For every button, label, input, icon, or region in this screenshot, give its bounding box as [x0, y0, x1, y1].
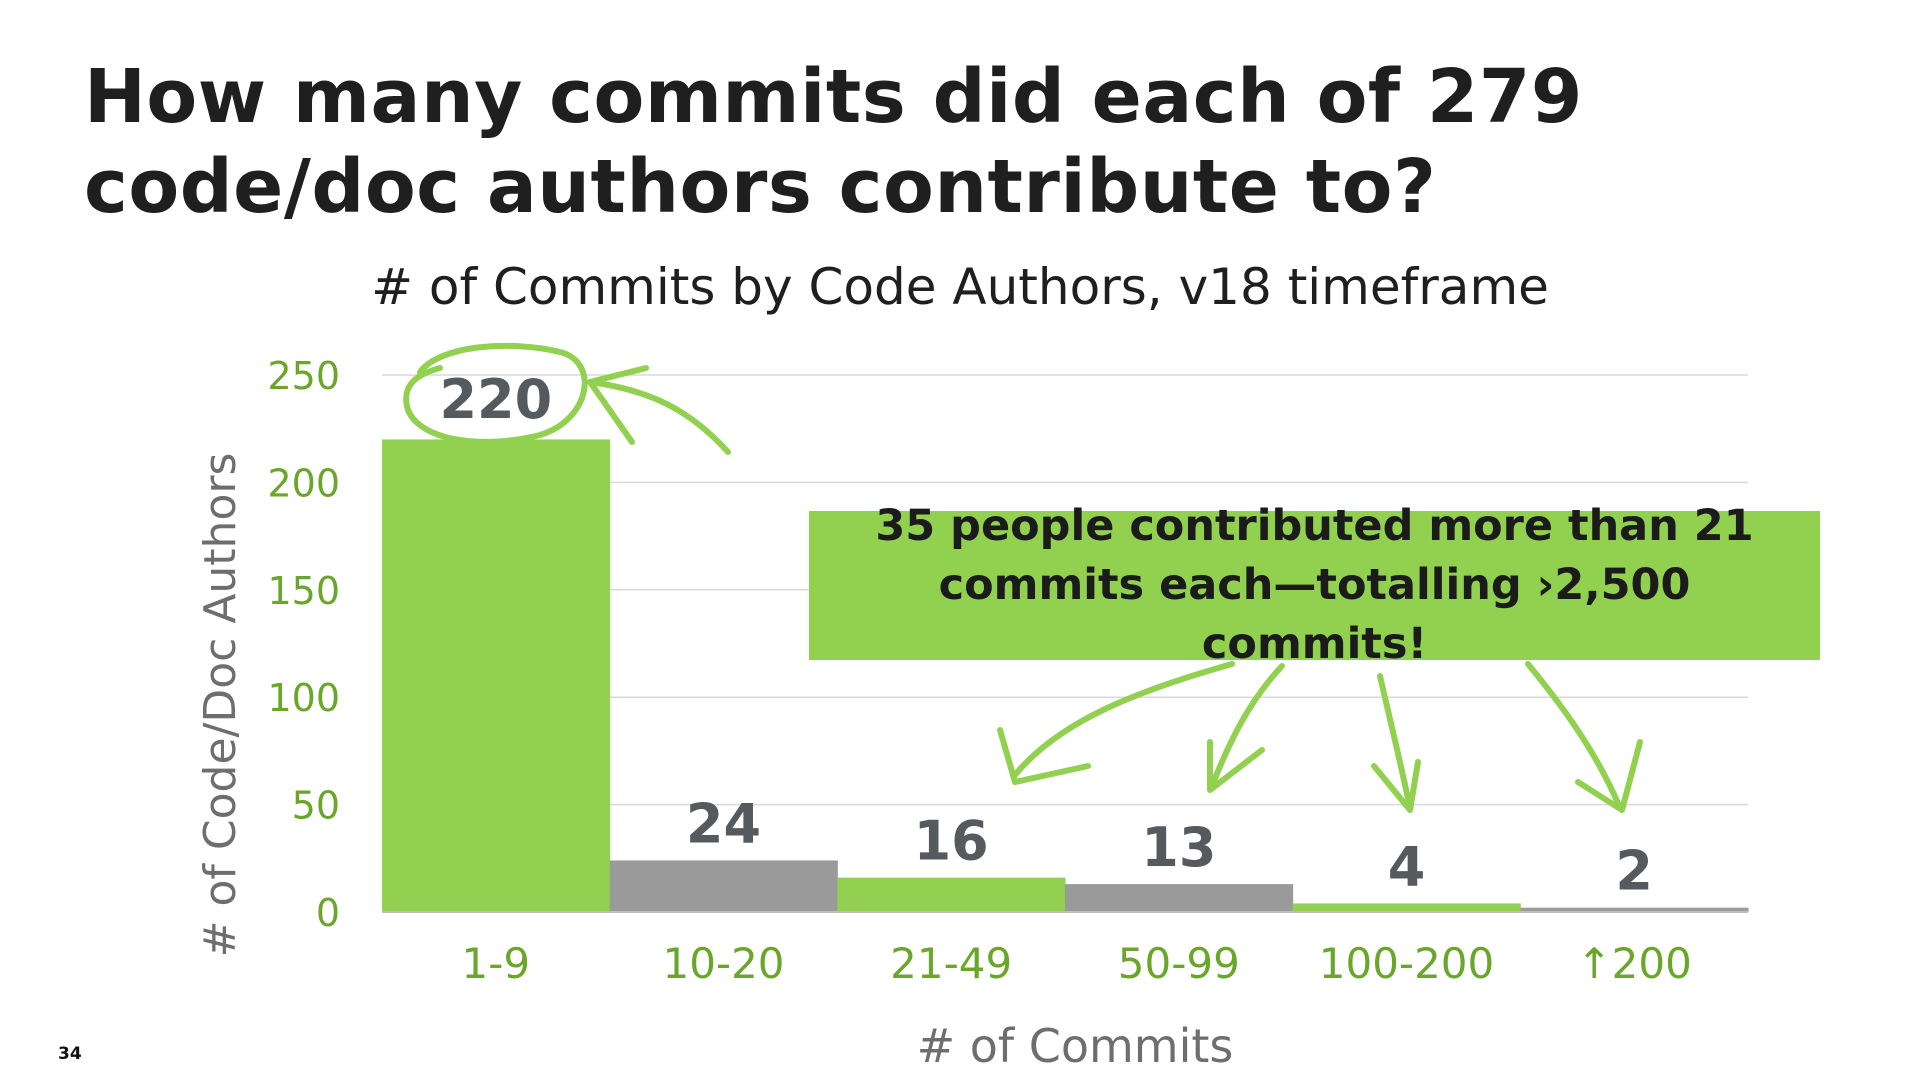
arrow-to-50-99: [1209, 663, 1285, 789]
arrow-head-100-200: [1371, 759, 1421, 813]
chart-title: # of Commits by Code Authors, v18 timefr…: [371, 258, 1549, 316]
page-number: 34: [58, 1044, 82, 1064]
arrow-to-200-plus: [1525, 661, 1623, 811]
bar-5: [1292, 903, 1521, 912]
x-tick-label: 21-49: [890, 939, 1012, 988]
annotation-marks: [403, 342, 1643, 813]
arrow-head-220: [587, 365, 649, 445]
y-tick-label: 0: [316, 891, 340, 935]
callout-box: 35 people contributed more than 21 commi…: [809, 501, 1820, 669]
bar-1: [382, 439, 611, 912]
data-label: 2: [1615, 840, 1653, 903]
bar-2: [609, 860, 838, 912]
x-axis-ticks: 1-9 10-20 21-49 50-99 100-200 ↑200: [462, 939, 1692, 988]
x-tick-label: 1-9: [462, 939, 531, 988]
y-axis-ticks: 0 50 100 150 200 250: [267, 354, 340, 935]
y-axis-title: # of Code/Doc Authors: [195, 453, 246, 958]
callout-text: 35 people contributed more than 21 commi…: [875, 501, 1754, 669]
arrow-to-220: [587, 379, 731, 455]
y-tick-label: 150: [267, 569, 340, 613]
arrow-to-100-200: [1377, 673, 1413, 811]
bars: [382, 439, 1749, 913]
arrow-head-50-99: [1207, 739, 1265, 793]
x-tick-label: 100-200: [1319, 939, 1495, 988]
x-axis-title: # of Commits: [917, 1019, 1234, 1073]
data-label: 16: [914, 810, 989, 873]
data-label: 220: [439, 368, 552, 431]
x-tick-label: 50-99: [1118, 939, 1240, 988]
arrow-head-200-plus: [1575, 739, 1643, 813]
data-label: 4: [1388, 835, 1426, 898]
slide-title: How many commits did each of 279 code/do…: [84, 54, 1583, 230]
y-tick-label: 200: [267, 461, 340, 505]
bar-6: [1520, 907, 1749, 912]
x-tick-label: 10-20: [662, 939, 784, 988]
bar-3: [837, 877, 1066, 912]
bar-4: [1065, 884, 1294, 912]
data-label: 24: [686, 792, 761, 855]
y-tick-label: 100: [267, 676, 340, 720]
x-tick-label: ↑200: [1576, 939, 1691, 988]
data-labels: 220 24 16 13 4 2: [439, 368, 1652, 903]
arrow-head-21-49: [997, 727, 1091, 785]
data-label: 13: [1141, 816, 1216, 879]
highlight-circle: [403, 342, 588, 445]
y-tick-label: 50: [292, 784, 340, 828]
y-tick-label: 250: [267, 354, 340, 398]
arrow-to-21-49: [1012, 661, 1235, 778]
